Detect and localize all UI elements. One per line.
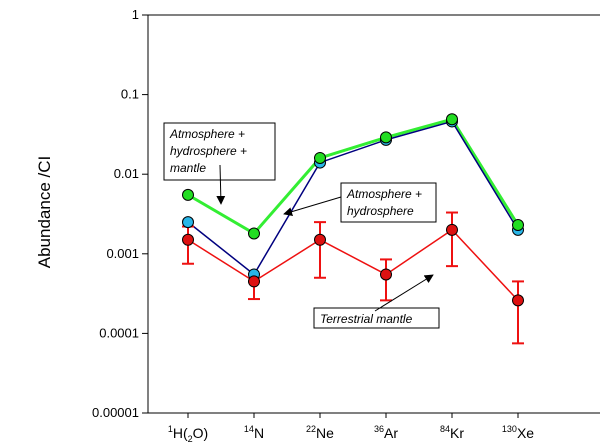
series-line-atm_hyd [187,120,519,276]
axes [147,14,600,414]
data-point-atm_hyd_mantle [182,188,194,201]
data-point-atm_hyd_mantle [512,219,524,232]
y-axis-ticks: 1 0.1 0.01 0.001 0.0001 0.00001 [92,7,148,420]
data-point-mantle [446,223,458,236]
x-tick-label-element: Ar [384,425,398,441]
x-tick-label-superscript: 14 [244,424,254,434]
annotation-arrow-a3 [374,274,434,312]
annotation-box-a2 [340,182,437,223]
data-point-atm_hyd_mantle [248,227,260,240]
annotations-layer: Atmosphere + hydrosphere + mantle Atmospher… [163,122,440,329]
annotation-text: hydrosphere + [170,144,247,158]
data-point-atm_hyd_mantle [314,151,326,164]
annotation-arrow-a2 [283,196,342,216]
x-tick-label-superscript: 84 [440,424,450,434]
y-tick-label: 0.01 [114,166,139,181]
annotation-text: Terrestrial mantle [320,312,413,326]
x-tick-label-element: H( [173,425,188,441]
series-layer [182,113,524,345]
x-tick-label-superscript: 1 [168,424,173,434]
x-tick-label-element: Kr [450,425,464,441]
x-tick-label-subscript: 2 [188,434,193,444]
y-tick-label: 0.001 [106,246,139,261]
annotation-text: mantle [170,161,206,175]
x-tick-label: 84Kr [440,424,464,441]
x-tick-label-superscript: 22 [306,424,316,434]
x-tick-label: 36Ar [374,424,398,441]
data-point-mantle [182,233,194,246]
data-point-mantle [314,233,326,246]
x-tick-label-element: Xe [517,425,534,441]
series-line-mantle [187,228,519,301]
x-axis-ticks: 1H(2O) 14N 22Ne 36Ar 84Kr 130Xe [168,413,534,444]
y-tick-label: 0.0001 [99,325,139,340]
data-point-mantle [512,294,524,307]
annotation-text: Atmosphere + [169,127,245,141]
y-tick-label: 0.00001 [92,405,139,420]
y-axis-title: Abundance /CI [35,156,54,268]
annotation-box-a1 [163,122,276,181]
y-tick-label: 1 [132,7,139,22]
series-line-atm_hyd_mantle [187,117,520,236]
data-point-mantle [380,268,392,281]
x-tick-label: 14N [244,424,264,441]
annotation-text: hydrosphere [347,204,414,218]
data-point-atm_hyd [182,216,194,229]
x-tick-label-element: Ne [316,425,334,441]
data-point-atm_hyd_mantle [446,113,458,126]
annotation-text: Atmosphere + [346,187,422,201]
x-tick-label-superscript: 130 [502,424,517,434]
x-tick-label: 130Xe [502,424,534,441]
data-point-atm_hyd_mantle [380,131,392,144]
annotation-box-a3 [313,307,440,329]
data-point-mantle [248,275,260,288]
y-tick-label: 0.1 [121,87,139,102]
x-tick-label-tail: O) [193,425,209,441]
x-tick-label: 1H(2O) [168,424,208,444]
x-tick-label-superscript: 36 [374,424,384,434]
annotation-arrow-a1 [216,164,226,205]
x-tick-label-element: N [254,425,264,441]
x-tick-label: 22Ne [306,424,334,441]
